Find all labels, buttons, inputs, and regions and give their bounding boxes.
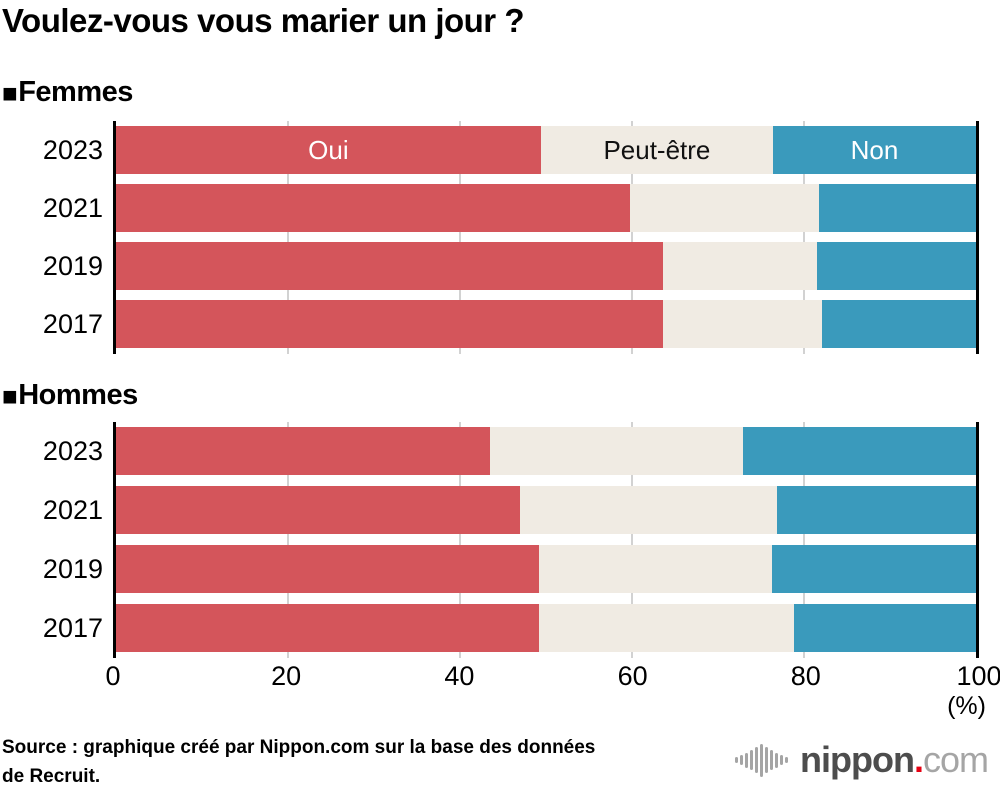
gridline [287, 422, 289, 658]
tick-label-0: 0 [105, 661, 121, 691]
bar-segment-non [822, 300, 976, 348]
bar-segment-non [742, 427, 976, 475]
year-label: 2023 [42, 436, 103, 466]
bar-row-2019: 2019 [43, 545, 976, 593]
bar-row-2017: 2017 [43, 300, 976, 348]
bar-segment-peut-tre [520, 486, 778, 534]
gridline [459, 422, 461, 658]
year-label: 2019 [42, 251, 103, 281]
soundwave-bar [745, 752, 749, 768]
bar-segment-non: Non [773, 126, 976, 174]
bar-segment-non [816, 242, 976, 290]
bar-segment-non [793, 604, 976, 652]
tick-label-40: 40 [444, 661, 475, 691]
year-label: 2019 [42, 554, 103, 584]
section-header-hommes: ■ Hommes [2, 379, 138, 412]
bar-segment-oui [116, 427, 491, 475]
bar-segment-peut-tre [662, 242, 817, 290]
source-line-1: Source : graphique créé par Nippon.com s… [2, 737, 596, 758]
gridline [459, 121, 461, 354]
bar-row-2023: 2023 Oui Peut-être Non [43, 126, 976, 174]
legend-label: Peut-être [603, 134, 711, 165]
black-square-icon: ■ [2, 380, 18, 411]
bar-row-2019: 2019 [43, 242, 976, 290]
soundwave-bar [740, 755, 744, 765]
year-label: 2021 [42, 495, 103, 525]
gridlines [116, 121, 976, 354]
soundwave-bar [785, 757, 789, 763]
soundwave-bar [765, 747, 769, 773]
gridline [803, 422, 805, 658]
bar-segment-oui [116, 184, 631, 232]
section-label: Femmes [18, 76, 133, 108]
bar-segment-peut-tre [662, 300, 823, 348]
soundwave-bar [735, 757, 739, 763]
bar-row-2017: 2017 [43, 604, 976, 652]
soundwave-bar [770, 750, 774, 770]
bar-segment-oui [116, 545, 540, 593]
soundwave-bar [780, 755, 784, 765]
gridline [631, 121, 633, 354]
x-axis-ticks: 0 20 40 60 80 100 [105, 660, 1000, 692]
source-line-2: de Recruit. [2, 765, 101, 787]
bar-row-2021: 2021 [43, 184, 976, 232]
tick-label-100: 100 [956, 661, 1000, 691]
bar-segment-oui [116, 242, 663, 290]
year-label: 2023 [42, 135, 103, 165]
gridline [803, 121, 805, 354]
page-title: Voulez-vous vous marier un jour ? [2, 2, 524, 39]
logo-text: nippon.com [800, 739, 989, 780]
bar-segment-oui [116, 486, 521, 534]
tick-label-20: 20 [271, 661, 302, 691]
chart-hommes: 2023 2021 2019 2017 [43, 422, 979, 658]
legend-label: Non [850, 134, 899, 165]
soundwave-bar [775, 752, 779, 768]
bar-row-2021: 2021 [43, 486, 976, 534]
bar-segment-peut-tre [490, 427, 743, 475]
bar-segment-non [777, 486, 976, 534]
tick-label-60: 60 [617, 661, 648, 691]
year-label: 2017 [42, 613, 103, 643]
nippon-logo: nippon.com [735, 739, 989, 780]
bar-segment-peut-tre [630, 184, 819, 232]
gridline [287, 121, 289, 354]
source-note: Source : graphique créé par Nippon.com s… [2, 734, 595, 790]
x-axis-unit-label: (%) [947, 692, 986, 720]
bar-segment-oui [116, 300, 663, 348]
bar-segment-peut-tre: Peut-être [540, 126, 774, 174]
soundwave-icon [735, 743, 790, 777]
bar-segment-non [818, 184, 976, 232]
legend-label: Oui [308, 134, 349, 165]
gridlines [116, 422, 976, 658]
soundwave-bar [760, 743, 764, 777]
year-label: 2021 [42, 193, 103, 223]
bar-segment-peut-tre [539, 545, 773, 593]
bar-segment-oui: Oui [116, 126, 541, 174]
bar-segment-non [772, 545, 976, 593]
bar-row-2023: 2023 [43, 427, 976, 475]
chart-femmes: 2023 Oui Peut-être Non 2021 2019 2017 [43, 121, 979, 354]
section-header-femmes: ■ Femmes [2, 76, 133, 109]
black-square-icon: ■ [2, 77, 18, 108]
gridline [631, 422, 633, 658]
bar-segment-oui [116, 604, 540, 652]
soundwave-bar [755, 747, 759, 773]
year-label: 2017 [42, 309, 103, 339]
tick-label-80: 80 [790, 661, 821, 691]
bar-segment-peut-tre [539, 604, 794, 652]
section-label: Hommes [18, 379, 138, 411]
soundwave-bar [750, 750, 754, 770]
